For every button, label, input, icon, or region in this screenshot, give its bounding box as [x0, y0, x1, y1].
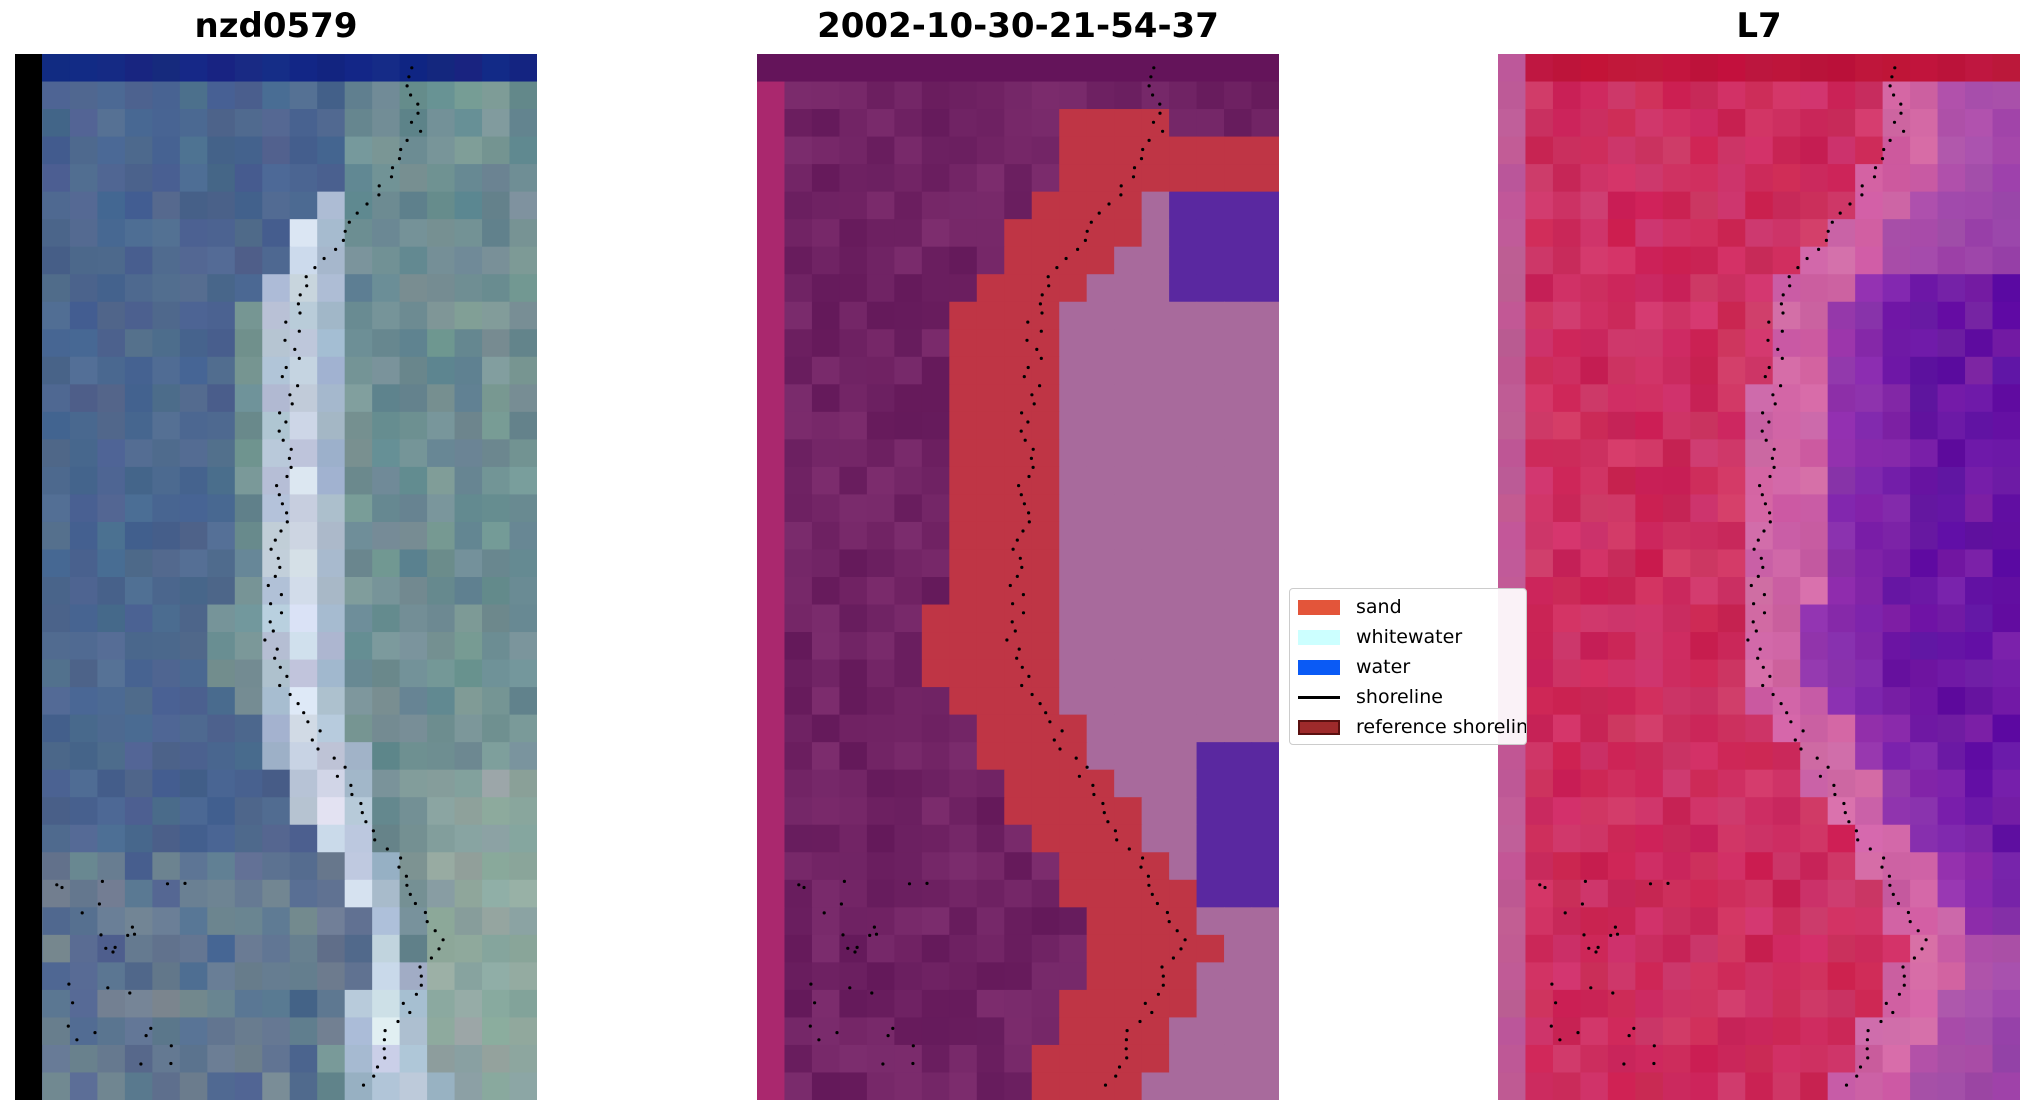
classified-pixel-grid — [757, 54, 1279, 1100]
legend-swatch-reference-shoreline — [1298, 719, 1340, 735]
legend-swatch-shoreline — [1298, 695, 1340, 699]
panel-title-3: L7 — [1736, 6, 1782, 46]
legend: sand whitewater water shoreline referenc… — [1289, 588, 1527, 745]
rgb-pixel-grid — [15, 54, 537, 1100]
panel-title-1: nzd0579 — [194, 6, 358, 46]
legend-label: shoreline — [1356, 686, 1443, 708]
shoreline-dots — [797, 66, 1187, 1087]
legend-label: reference shoreline — [1356, 716, 1527, 738]
legend-item-water: water — [1298, 655, 1410, 679]
legend-label: whitewater — [1356, 626, 1463, 648]
rgb-image-panel — [15, 54, 537, 1100]
legend-label: water — [1356, 656, 1411, 678]
legend-item-sand: sand — [1298, 595, 1402, 619]
panel-title-2: 2002-10-30-21-54-37 — [817, 6, 1219, 46]
legend-swatch-whitewater — [1298, 629, 1340, 645]
legend-item-reference-shoreline: reference shoreline — [1298, 715, 1527, 739]
legend-item-shoreline: shoreline — [1298, 685, 1443, 709]
shoreline-dots — [1538, 66, 1928, 1087]
index-pixel-grid — [1498, 54, 2020, 1100]
legend-swatch-sand — [1298, 599, 1340, 615]
legend-label: sand — [1356, 596, 1402, 618]
legend-swatch-water — [1298, 659, 1340, 675]
index-image-panel — [1498, 54, 2020, 1100]
legend-item-whitewater: whitewater — [1298, 625, 1462, 649]
shoreline-dots — [55, 66, 445, 1087]
classified-image-panel — [757, 54, 1279, 1100]
